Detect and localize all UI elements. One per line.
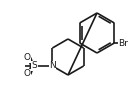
- Text: O: O: [24, 69, 31, 78]
- Text: O: O: [24, 53, 31, 62]
- Text: N: N: [49, 61, 56, 70]
- Text: S: S: [32, 61, 37, 70]
- Text: Br: Br: [118, 39, 128, 48]
